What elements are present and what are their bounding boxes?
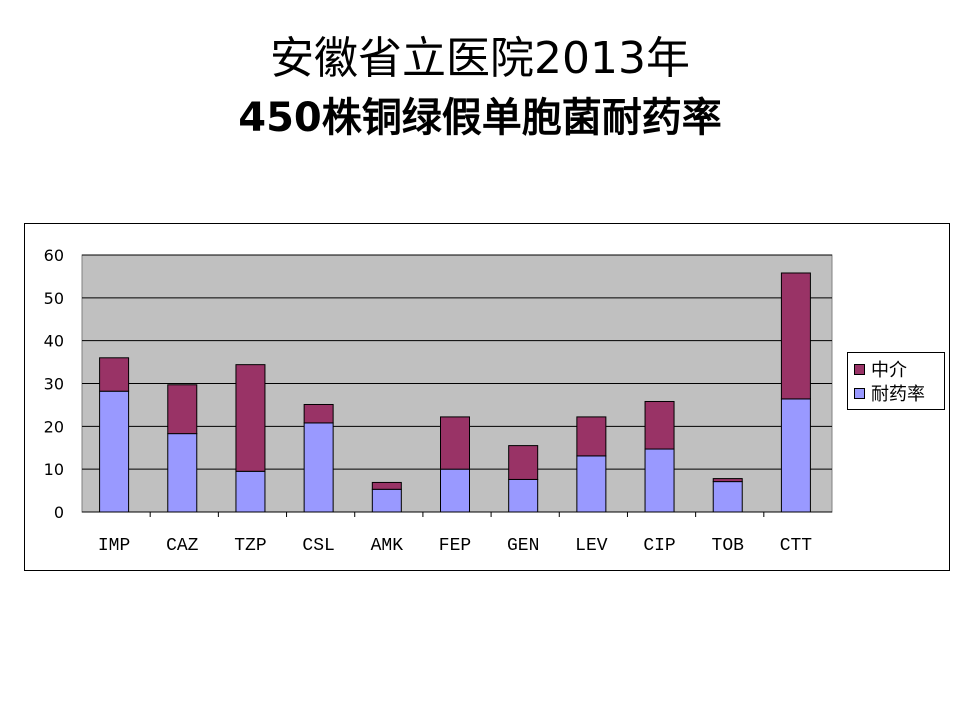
legend-swatch-intermediate [854,363,865,375]
bar-resistance [235,470,266,513]
bar-intermediate [99,357,130,392]
x-tick-label: AMK [371,536,404,556]
bar-resistance [508,478,539,513]
bar-resistance [712,481,743,513]
x-tick-label: CAZ [166,536,199,556]
bar-intermediate [371,481,402,490]
x-tick-label: LEV [575,536,608,556]
y-tick-label: 50 [44,289,64,308]
bar-intermediate [508,445,539,480]
chart-area: 0 10 20 30 40 50 60 IMP CAZ TZP CSL AMK FEP GEN LEV CIP… [24,223,950,571]
bar-intermediate [712,478,743,483]
title-line-2: 450株铜绿假单胞菌耐药率 [238,95,722,141]
bar-intermediate [644,400,675,450]
bar-intermediate [303,403,334,424]
bar-intermediate [780,272,811,400]
x-tick-label: TZP [234,536,266,556]
chart-title: 安徽省立医院2013年 450株铜绿假单胞菌耐药率 [0,30,960,148]
x-tick-label: TOB [712,536,745,556]
x-tick-label: CSL [302,536,334,556]
y-tick-label: 20 [44,417,64,436]
bar-intermediate [576,416,607,457]
x-tick-label: IMP [98,536,130,556]
bar-intermediate [167,384,198,435]
y-tick-label: 40 [44,332,64,351]
x-tick-label: CIP [643,536,675,556]
bar-intermediate [440,416,470,470]
x-tick-label: CTT [780,536,813,556]
bar-resistance [644,448,675,513]
legend-label-intermediate: 中介 [871,360,907,381]
x-tick-label: GEN [507,536,539,556]
legend-item-intermediate: 中介 [854,358,907,381]
legend-swatch-resistance [854,387,865,399]
x-tick-label: FEP [439,536,471,556]
y-tick-label: 10 [44,460,64,479]
bar-resistance [303,422,334,513]
bar-resistance [371,488,402,513]
legend-label-resistance: 耐药率 [871,384,925,405]
y-tick-label: 30 [44,375,64,394]
bar-resistance [99,390,130,513]
bar-intermediate [235,364,266,472]
y-tick-label: 0 [54,503,64,522]
legend-item-resistance: 耐药率 [854,382,925,405]
bar-resistance [780,398,811,513]
legend: 中介 耐药率 [847,352,945,410]
chart-svg: 0 10 20 30 40 50 60 IMP CAZ TZP CSL AMK FEP GEN LEV CIP… [44,246,833,556]
y-tick-label: 60 [44,246,64,265]
bar-resistance [576,455,607,513]
bar-resistance [440,468,470,513]
bar-resistance [167,433,198,513]
title-line-1: 安徽省立医院2013年 [270,33,690,84]
